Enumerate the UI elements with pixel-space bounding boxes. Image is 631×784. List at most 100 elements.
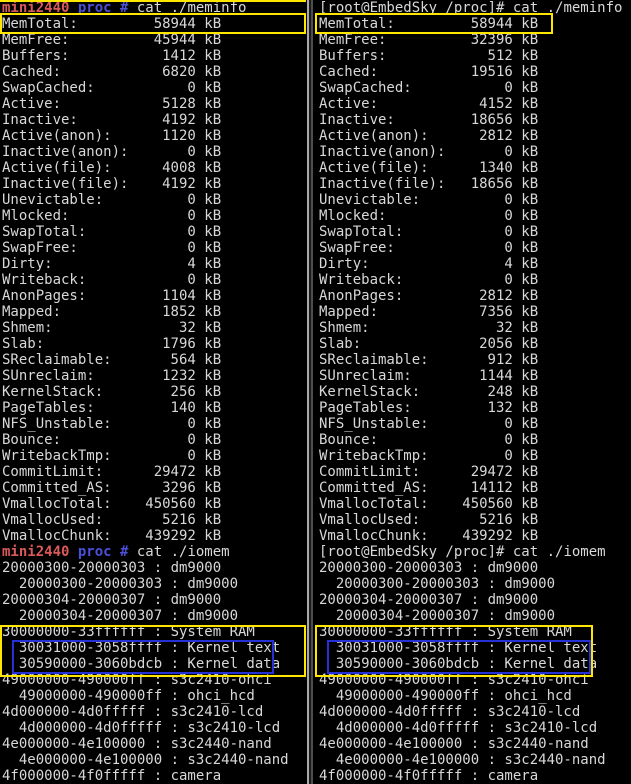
meminfo-unit: kB <box>204 80 222 96</box>
meminfo-label: WritebackTmp: <box>2 448 112 464</box>
iomem-line: 4d000000-4d0fffff : s3c2410-lcd <box>2 720 281 736</box>
meminfo-value: 58944 <box>153 16 196 32</box>
meminfo-value: 0 <box>187 240 196 256</box>
meminfo-value: 1104 <box>162 288 196 304</box>
meminfo-row: Inactive(file): 18656 kB <box>317 176 631 192</box>
meminfo-row: SwapFree: 0 kB <box>317 240 631 256</box>
meminfo-value: 1852 <box>162 304 196 320</box>
meminfo-row: Mlocked: 0 kB <box>317 208 631 224</box>
meminfo-row: Unevictable: 0 kB <box>317 192 631 208</box>
meminfo-label: Active: <box>2 96 62 112</box>
meminfo-row: VmallocChunk: 439292 kB <box>0 528 308 544</box>
meminfo-unit: kB <box>204 320 222 336</box>
meminfo-value: 45944 <box>153 32 196 48</box>
meminfo-label: Bounce: <box>319 432 379 448</box>
meminfo-value: 1120 <box>162 128 196 144</box>
meminfo-unit: kB <box>521 480 539 496</box>
prompt-host: mini2440 <box>2 544 70 560</box>
meminfo-label: Unevictable: <box>319 192 421 208</box>
meminfo-row: SwapTotal: 0 kB <box>0 224 308 240</box>
meminfo-value: 5216 <box>162 512 196 528</box>
meminfo-row: WritebackTmp: 0 kB <box>317 448 631 464</box>
meminfo-unit: kB <box>521 16 539 32</box>
meminfo-value: 0 <box>504 208 513 224</box>
meminfo-value: 0 <box>187 272 196 288</box>
meminfo-value: 1144 <box>479 368 513 384</box>
meminfo-unit: kB <box>521 144 539 160</box>
meminfo-value: 0 <box>504 432 513 448</box>
meminfo-label: NFS_Unstable: <box>319 416 429 432</box>
iomem-line: 4e000000-4e100000 : s3c2440-nand <box>2 752 289 768</box>
meminfo-row: SwapCached: 0 kB <box>0 80 308 96</box>
meminfo-unit: kB <box>204 144 222 160</box>
meminfo-unit: kB <box>204 208 222 224</box>
meminfo-label: Mapped: <box>2 304 62 320</box>
iomem-line: 49000000-490000ff : ohci_hcd <box>2 688 255 704</box>
terminal-left[interactable]: mini2440 proc # cat ./meminfo MemTotal: 5… <box>0 0 308 784</box>
meminfo-value: 4008 <box>162 160 196 176</box>
meminfo-value: 29472 <box>153 464 196 480</box>
meminfo-row: Slab: 1796 kB <box>0 336 308 352</box>
meminfo-label: KernelStack: <box>2 384 104 400</box>
meminfo-unit: kB <box>521 416 539 432</box>
meminfo-value: 0 <box>504 192 513 208</box>
meminfo-label: WritebackTmp: <box>319 448 429 464</box>
iomem-list: 20000300-20000303 : dm9000 20000300-2000… <box>317 560 631 784</box>
iomem-line: 20000304-20000307 : dm9000 <box>2 592 222 608</box>
meminfo-unit: kB <box>204 512 222 528</box>
meminfo-unit: kB <box>204 240 222 256</box>
meminfo-unit: kB <box>521 304 539 320</box>
meminfo-label: Inactive: <box>2 112 78 128</box>
meminfo-row: Writeback: 0 kB <box>0 272 308 288</box>
prompt-line: mini2440 proc # cat ./iomem <box>0 544 308 560</box>
meminfo-unit: kB <box>521 272 539 288</box>
meminfo-label: SReclaimable: <box>2 352 112 368</box>
terminal-right[interactable]: [root@EmbedSky /proc]# cat ./meminfo Mem… <box>315 0 631 784</box>
meminfo-row: Committed_AS: 14112 kB <box>317 480 631 496</box>
iomem-line: 20000304-20000307 : dm9000 <box>319 608 556 624</box>
meminfo-row: SReclaimable: 912 kB <box>317 352 631 368</box>
meminfo-value: 132 <box>487 400 513 416</box>
meminfo-unit: kB <box>521 48 539 64</box>
panel-divider <box>306 0 315 784</box>
meminfo-unit: kB <box>204 400 222 416</box>
meminfo-unit: kB <box>521 64 539 80</box>
meminfo-value: 248 <box>487 384 513 400</box>
meminfo-value: 140 <box>170 400 196 416</box>
meminfo-label: Unevictable: <box>2 192 104 208</box>
meminfo-value: 58944 <box>470 16 513 32</box>
meminfo-row: PageTables: 132 kB <box>317 400 631 416</box>
meminfo-value: 0 <box>187 208 196 224</box>
meminfo-label: VmallocTotal: <box>319 496 429 512</box>
iomem-line: 4e000000-4e100000 : s3c2440-nand <box>319 736 589 752</box>
meminfo-unit: kB <box>204 432 222 448</box>
meminfo-label: Shmem: <box>2 320 53 336</box>
meminfo-value: 564 <box>170 352 196 368</box>
meminfo-label: SUnreclaim: <box>319 368 412 384</box>
meminfo-label: Slab: <box>2 336 45 352</box>
meminfo-row: AnonPages: 2812 kB <box>317 288 631 304</box>
meminfo-label: SwapFree: <box>2 240 78 256</box>
meminfo-unit: kB <box>521 400 539 416</box>
meminfo-label: SwapCached: <box>319 80 412 96</box>
meminfo-row: AnonPages: 1104 kB <box>0 288 308 304</box>
meminfo-row: Dirty: 4 kB <box>317 256 631 272</box>
meminfo-unit: kB <box>521 96 539 112</box>
meminfo-label: KernelStack: <box>319 384 421 400</box>
meminfo-label: Cached: <box>319 64 379 80</box>
meminfo-row: VmallocUsed: 5216 kB <box>0 512 308 528</box>
meminfo-value: 256 <box>170 384 196 400</box>
meminfo-row: VmallocUsed: 5216 kB <box>317 512 631 528</box>
meminfo-row: SReclaimable: 564 kB <box>0 352 308 368</box>
meminfo-value: 0 <box>187 192 196 208</box>
command-text: cat ./iomem <box>128 544 230 560</box>
meminfo-row: SwapFree: 0 kB <box>0 240 308 256</box>
meminfo-value: 912 <box>487 352 513 368</box>
command-text: cat ./meminfo <box>128 0 247 16</box>
meminfo-unit: kB <box>521 256 539 272</box>
meminfo-row: Mapped: 7356 kB <box>317 304 631 320</box>
iomem-line: 30590000-3060bdcb : Kernel data <box>319 656 598 672</box>
meminfo-label: Mlocked: <box>319 208 387 224</box>
meminfo-label: MemTotal: <box>319 16 395 32</box>
